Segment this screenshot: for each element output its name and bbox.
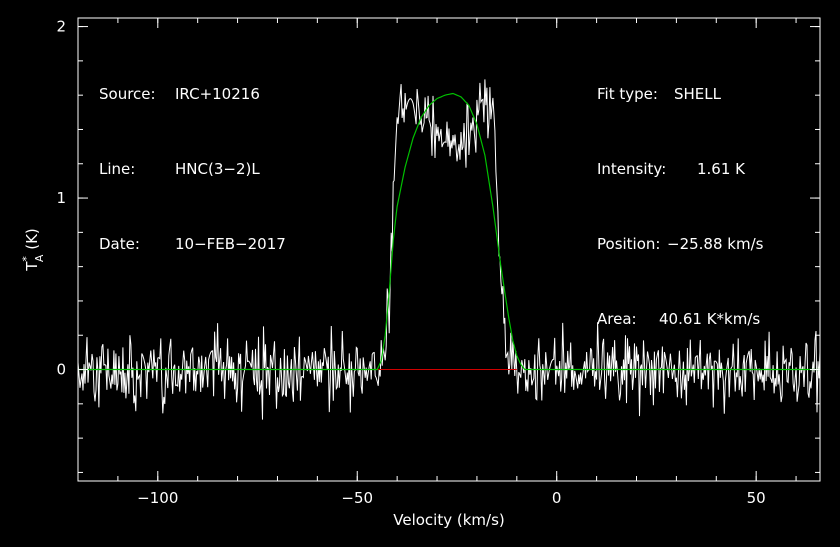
position-label: Position: [597, 235, 661, 253]
date-row: Date: 10−FEB−2017 [99, 232, 286, 257]
line-label: Line: [99, 160, 136, 178]
area-value: 40.61 K*km/s [659, 310, 761, 328]
chart-marks [77, 79, 821, 420]
y-tick-label: 2 [56, 18, 66, 36]
spectrum-line [77, 79, 821, 420]
intensity-label: Intensity: [597, 160, 667, 178]
x-axis-label: Velocity (km/s) [393, 511, 504, 529]
position-row: Position: −25.88 km/s [597, 232, 763, 257]
fit-label: Fit type: [597, 85, 658, 103]
x-tick-label: 0 [552, 489, 562, 507]
y-label-sub: A [33, 254, 46, 262]
plot-frame [77, 17, 821, 482]
date-label: Date: [99, 235, 140, 253]
y-label-star: * [20, 256, 33, 262]
axis-tick-labels: −100 −50 0 50 0 1 2 [56, 18, 765, 507]
header-left: Source: IRC+10216 Line: HNC(3−2)L Date: 10−… [99, 32, 286, 282]
y-tick-label: 0 [56, 361, 66, 379]
y-axis-label: T*A (K) [20, 228, 46, 272]
position-value: −25.88 km/s [667, 235, 764, 253]
y-axis-label-text: T*A (K) [20, 228, 46, 272]
y-tick-label: 1 [56, 189, 66, 207]
intensity-value: 1.61 K [697, 160, 746, 178]
fit-row: Fit type: SHELL [597, 82, 763, 107]
y-label-unit: (K) [23, 228, 41, 254]
intensity-row: Intensity: 1.61 K [597, 157, 763, 182]
x-tick-label: 50 [747, 489, 766, 507]
fit-value: SHELL [674, 85, 721, 103]
x-tick-label: −50 [341, 489, 373, 507]
date-value: 10−FEB−2017 [175, 235, 286, 253]
area-row: Area: 40.61 K*km/s [597, 307, 763, 332]
source-label: Source: [99, 85, 156, 103]
line-row: Line: HNC(3−2)L [99, 157, 286, 182]
line-value: HNC(3−2)L [175, 160, 260, 178]
axis-ticks [77, 18, 820, 481]
area-label: Area: [597, 310, 637, 328]
y-label-main: T [23, 261, 41, 272]
x-tick-label: −100 [137, 489, 178, 507]
fit-line [78, 92, 820, 371]
source-value: IRC+10216 [175, 85, 260, 103]
source-row: Source: IRC+10216 [99, 82, 286, 107]
header-right: Fit type: SHELL Intensity: 1.61 K Position… [597, 32, 763, 357]
